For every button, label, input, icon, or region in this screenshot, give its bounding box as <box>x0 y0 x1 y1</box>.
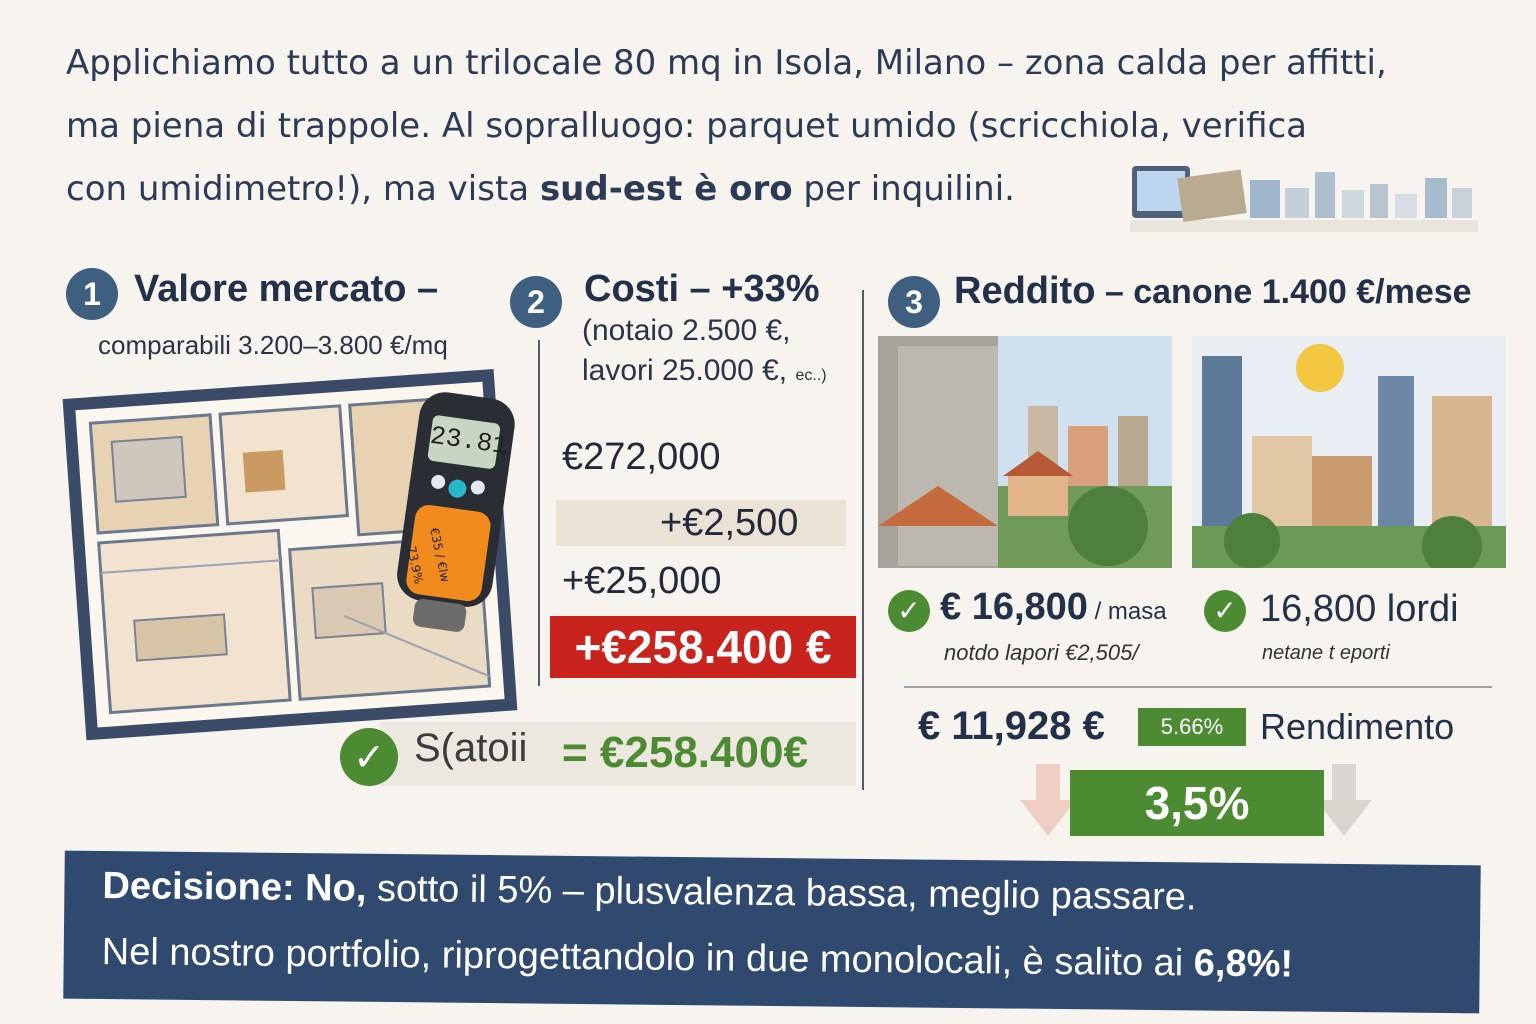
divider-left <box>538 340 540 686</box>
intro-highlight: sud-est è oro <box>539 169 793 209</box>
balcony-view-illustration <box>878 336 1172 568</box>
notary-cost: +€2,500 <box>660 502 799 544</box>
step-1-title: Valore mercato – <box>134 268 439 310</box>
gross-rent-b: 16,800 lordi <box>1260 588 1459 630</box>
decision-line-1: Decisione: No, sotto il 5% – plusvalenza… <box>102 865 1196 919</box>
step-1-badge: 1 <box>66 268 118 320</box>
checkmark-icon: ✓ <box>888 590 930 632</box>
floor-plan-illustration <box>62 369 518 741</box>
checkmark-icon: ✓ <box>340 728 398 786</box>
step-2-note-2-b: ec..) <box>795 367 827 384</box>
step-3-title-main: Reddito <box>954 270 1096 312</box>
step-2-badge: 2 <box>510 276 562 328</box>
purchase-price: €272,000 <box>562 436 721 478</box>
laptop-cityscape-illustration <box>1130 166 1478 232</box>
step-2-note-2: lavori 25.000 €, ec..) <box>582 354 827 388</box>
gross-rent-a-unit: / masa <box>1087 598 1167 625</box>
gross-rent-a: € 16,800 / masa <box>940 586 1167 629</box>
step-3-badge: 3 <box>888 276 940 328</box>
yield-label: Rendimento <box>1260 706 1455 747</box>
intro-line-3-c: per inquilini. <box>792 169 1015 209</box>
step-1-result-value: = €258.400€ <box>562 728 808 777</box>
step-2-note-2-a: lavori 25.000 €, <box>582 354 796 387</box>
decision-line-1-text: sotto il 5% – plusvalenza bassa, meglio … <box>366 867 1197 919</box>
intro-text: Applichiamo tutto a un trilocale 80 mq i… <box>66 32 1526 221</box>
divider-horizontal <box>904 686 1492 688</box>
decision-line-2-text: Nel nostro portfolio, riprogettandolo in… <box>101 930 1194 985</box>
gross-rent-a-value: € 16,800 <box>940 586 1088 628</box>
notary-band <box>556 500 846 546</box>
intro-line-1: Applichiamo tutto a un trilocale 80 mq i… <box>66 43 1387 83</box>
checkmark-icon: ✓ <box>1204 590 1246 632</box>
yield-percent-tag: 5.66% <box>1138 708 1246 746</box>
moisture-meter: 23.81 €35 / €lw 73.9% <box>384 388 518 638</box>
step-1-result-band <box>380 722 856 786</box>
intro-line-3-a: con umidimetro!), ma vista <box>66 169 540 209</box>
step-1-subtitle: comparabili 3.200–3.800 €/mq <box>98 330 448 360</box>
step-3-subtitle: – canone 1.400 €/mese <box>1095 273 1472 311</box>
moisture-meter-icon <box>397 392 515 632</box>
step-2-title: Costi – +33% <box>584 268 820 310</box>
total-cost: +€258.400 € <box>550 616 856 678</box>
down-arrows-icon <box>1020 764 1372 836</box>
intro-line-2: ma piena di trappole. Al sopralluogo: pa… <box>66 106 1308 146</box>
step-2-note-1: (notaio 2.500 €, <box>582 314 791 347</box>
decision-line-2: Nel nostro portfolio, riprogettandolo in… <box>102 931 1294 986</box>
divider-right <box>862 290 864 790</box>
city-sun-illustration <box>1192 336 1506 568</box>
yield-value: 3,5% <box>1070 770 1324 836</box>
gross-rent-b-note: netane t eporti <box>1262 642 1390 664</box>
step-1-result-label: S(atoii <box>414 726 528 770</box>
decision-banner: Decisione: No, sotto il 5% – plusvalenza… <box>63 850 1481 1014</box>
gross-rent-a-note: notdo lapori €2,505/ <box>944 640 1139 665</box>
works-cost: +€25,000 <box>562 560 722 602</box>
step-3-title: Reddito – canone 1.400 €/mese <box>954 270 1472 313</box>
decision-final-yield: 6,8%! <box>1193 942 1294 986</box>
decision-label: Decisione: No, <box>102 864 367 910</box>
net-income: € 11,928 € <box>918 704 1105 748</box>
intro-line-3: con umidimetro!), ma vista sud-est è oro… <box>66 158 1526 221</box>
